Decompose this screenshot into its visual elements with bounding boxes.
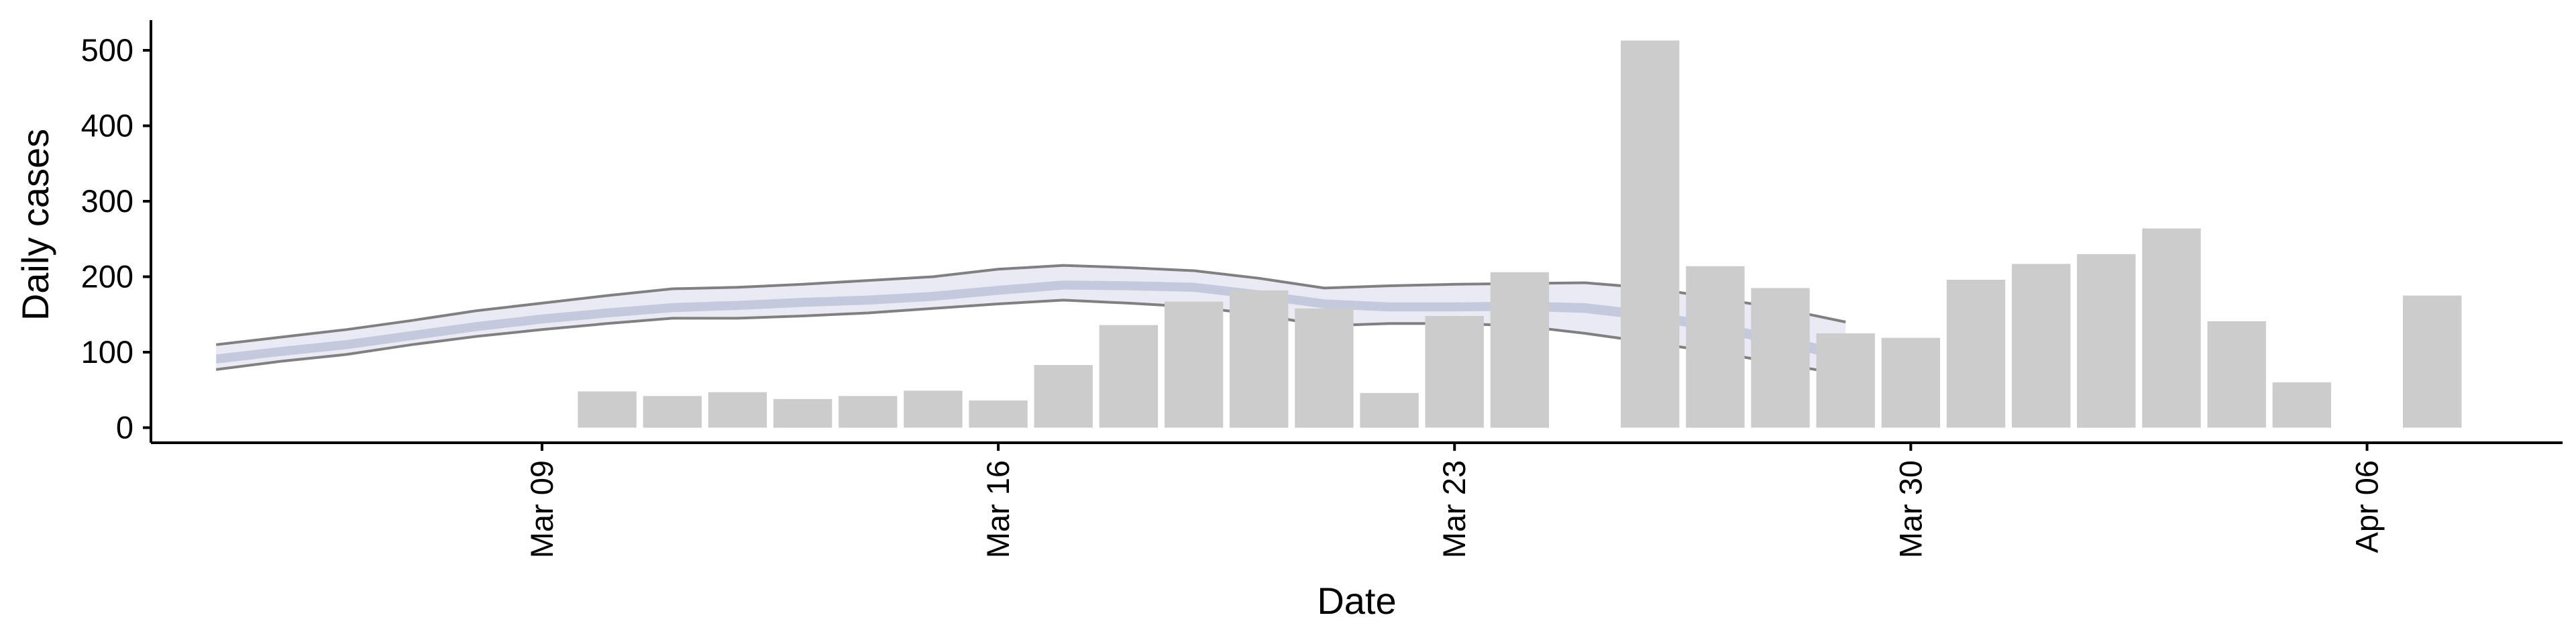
bar	[969, 400, 1028, 428]
bar	[1230, 290, 1289, 428]
bar	[2272, 382, 2331, 428]
x-tick-label: Mar 30	[1892, 460, 1928, 558]
bar	[1490, 272, 1550, 428]
bar	[2207, 321, 2266, 428]
y-tick-label: 500	[81, 32, 133, 68]
axes	[150, 20, 2563, 444]
bar	[1621, 40, 1680, 428]
y-tick-label: 200	[81, 259, 133, 294]
x-tick-label: Apr 06	[2349, 460, 2385, 553]
bar	[1816, 333, 1875, 428]
y-tick-label: 0	[116, 410, 133, 445]
bar	[643, 396, 702, 428]
bar	[1295, 308, 1354, 428]
x-tick-label: Mar 23	[1436, 460, 1472, 558]
band-outer-area	[216, 265, 1846, 375]
bar	[1360, 392, 1419, 428]
bar	[1946, 280, 2006, 428]
bar	[2077, 254, 2136, 428]
bar	[1099, 325, 1159, 428]
bar	[773, 398, 833, 428]
bar	[1425, 316, 1484, 428]
bar	[578, 391, 637, 428]
y-tick-label: 300	[81, 183, 133, 219]
y-axis-title: Daily cases	[14, 129, 56, 321]
bar	[904, 390, 963, 428]
estimate-band-layer	[215, 264, 1846, 376]
ticks: 0 100 200 300 400 500 Mar 09 Mar 16 Mar 23 Mar 30…	[81, 32, 2385, 558]
y-tick-label: 400	[81, 108, 133, 144]
band-lower-line	[215, 299, 1846, 376]
bar	[1686, 266, 1745, 428]
band-upper-line	[215, 264, 1846, 346]
band-central-area	[216, 280, 1846, 364]
x-tick-label: Mar 09	[524, 460, 559, 558]
y-tick-label: 100	[81, 334, 133, 370]
bar	[2012, 264, 2071, 428]
x-axis-title: Date	[1317, 580, 1396, 622]
bar	[1751, 288, 1810, 428]
bar	[2142, 228, 2201, 428]
bar	[2403, 295, 2462, 428]
bar	[1034, 365, 1093, 428]
bar	[839, 396, 898, 428]
bar	[1881, 337, 1941, 428]
bar-layer	[578, 40, 2462, 428]
bar	[708, 392, 767, 428]
x-tick-label: Mar 16	[980, 460, 1016, 558]
bar	[1164, 301, 1224, 428]
